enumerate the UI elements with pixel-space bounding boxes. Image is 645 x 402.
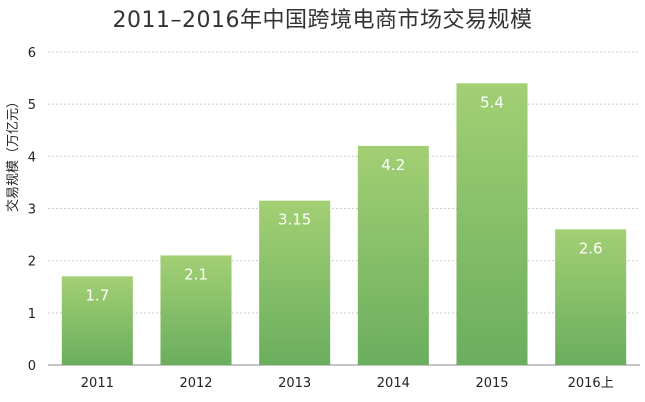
chart-title: 2011–2016年中国跨境电商市场交易规模 [112, 8, 533, 33]
y-tick-label: 1 [28, 307, 36, 322]
bar-2014 [357, 145, 429, 365]
bar-value-label: 4.2 [381, 156, 405, 174]
y-tick-label: 4 [28, 150, 36, 165]
bar-value-label: 1.7 [85, 286, 109, 304]
bar-value-label: 2.6 [579, 239, 603, 257]
x-tick-label: 2011 [81, 376, 114, 391]
y-axis-ticks: 0 1 2 3 4 5 6 [28, 46, 36, 374]
x-tick-label: 2012 [179, 376, 212, 391]
bar-2013 [259, 200, 331, 365]
bar-2012 [160, 255, 232, 365]
bar-2015 [456, 83, 528, 366]
y-tick-label: 5 [28, 98, 36, 113]
bars: 1.7 2.1 3.15 4.2 5.4 2.6 [61, 83, 627, 366]
bar-value-label: 2.1 [184, 265, 208, 283]
x-axis-ticks: 2011 2012 2013 2014 2015 2016上 [81, 376, 614, 391]
x-tick-label: 2013 [278, 376, 311, 391]
bar-2011 [61, 276, 133, 365]
x-tick-label: 2014 [377, 376, 410, 391]
gridlines [48, 51, 640, 366]
x-tick-label: 2015 [475, 376, 508, 391]
bar-value-label: 5.4 [480, 93, 504, 111]
bar-2016上 [555, 229, 627, 365]
y-tick-label: 2 [28, 255, 36, 270]
x-tick-label: 2016上 [568, 376, 614, 391]
y-tick-label: 0 [28, 359, 36, 374]
y-tick-label: 3 [28, 203, 36, 218]
bar-value-label: 3.15 [278, 211, 311, 229]
y-tick-label: 6 [28, 46, 36, 61]
